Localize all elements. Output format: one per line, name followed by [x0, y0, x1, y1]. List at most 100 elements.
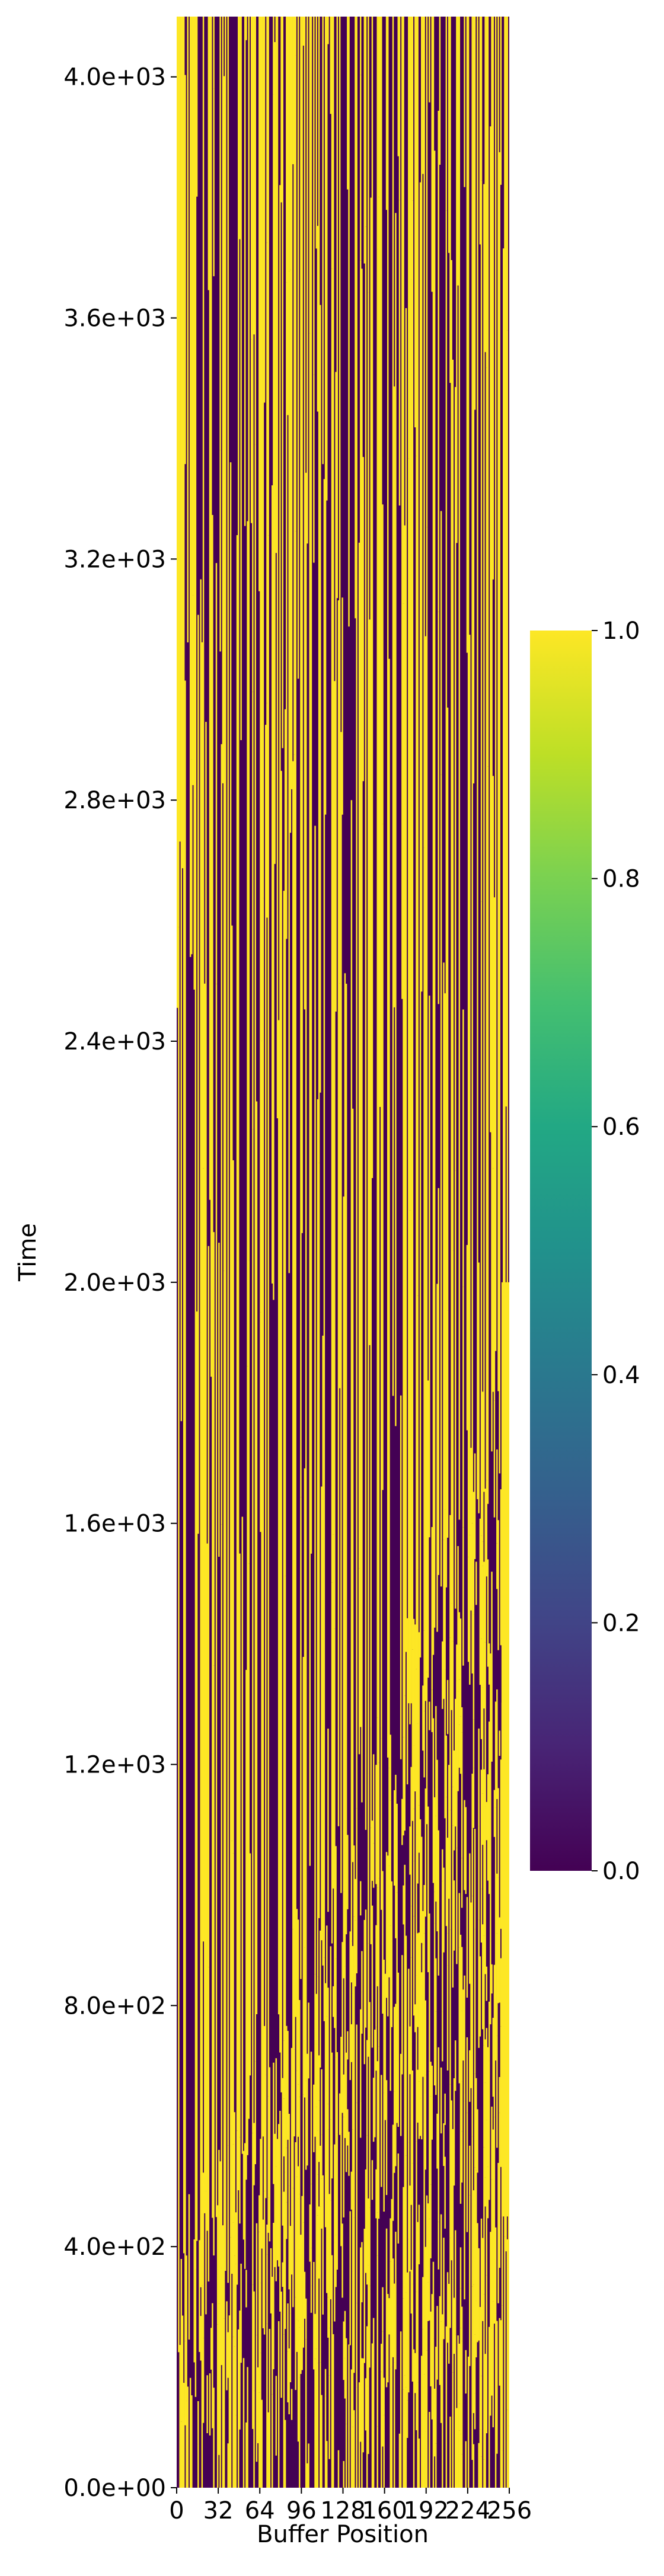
heatmap-cell: [208, 1967, 210, 2281]
heatmap-cell: [418, 2081, 420, 2139]
heatmap-cell: [442, 1641, 443, 1709]
heatmap-cell: [435, 1705, 437, 1816]
heatmap-cell: [337, 600, 340, 1826]
heatmap-cell: [481, 1541, 484, 1566]
heatmap-cell: [496, 2036, 498, 2148]
heatmap-cell: [405, 2155, 407, 2293]
heatmap-cell: [368, 1773, 369, 1944]
heatmap-cell: [467, 305, 470, 1557]
heatmap-cell: [236, 2130, 238, 2285]
heatmap-cell: [344, 1854, 346, 1967]
heatmap-cell: [261, 632, 263, 1041]
heatmap-cell: [491, 1964, 493, 1994]
heatmap-cell: [297, 2199, 299, 2321]
heatmap-cell: [305, 1906, 307, 2081]
heatmap-cell: [370, 197, 372, 1828]
heatmap-cell: [492, 1168, 494, 1392]
heatmap-cell: [184, 75, 186, 465]
heatmap-cell: [302, 1657, 305, 1981]
heatmap-cell: [363, 1919, 366, 2065]
heatmap-cell: [260, 17, 261, 1313]
heatmap-cell: [486, 1966, 488, 2001]
heatmap-cell: [471, 1896, 473, 2040]
heatmap-cell: [491, 2179, 493, 2328]
heatmap-cell: [186, 2401, 187, 2488]
heatmap-cell: [452, 1787, 454, 1826]
heatmap-cell: [298, 2249, 301, 2328]
heatmap-cell: [344, 2358, 346, 2399]
heatmap-cell: [245, 17, 247, 40]
heatmap-cell: [427, 2203, 429, 2283]
heatmap-cell: [403, 17, 404, 604]
heatmap-cell: [385, 2120, 388, 2196]
heatmap-cell: [378, 2046, 380, 2219]
heatmap-cell: [452, 2129, 454, 2280]
heatmap-cell: [307, 17, 308, 544]
heatmap-cell: [347, 2109, 349, 2146]
heatmap-cell: [419, 182, 422, 1657]
heatmap-cell: [488, 2001, 490, 2061]
heatmap-cell: [308, 2443, 309, 2488]
heatmap-cell: [366, 2040, 368, 2136]
heatmap-cell: [298, 2194, 301, 2250]
heatmap-cell: [343, 1892, 344, 1979]
heatmap-cell: [418, 2204, 420, 2264]
heatmap-cell: [348, 17, 350, 627]
heatmap-cell: [232, 2222, 234, 2337]
y-tick-label: 2.8e+03: [63, 787, 166, 814]
heatmap-cell: [289, 2226, 292, 2313]
heatmap-cell: [292, 17, 294, 165]
heatmap-cell: [419, 1988, 422, 2098]
heatmap-cell: [475, 2170, 477, 2301]
heatmap-cell: [322, 17, 324, 465]
heatmap-cell: [449, 2084, 451, 2238]
heatmap-cell: [229, 2146, 232, 2238]
heatmap-cell: [423, 1711, 425, 1778]
heatmap-cell: [429, 1701, 430, 1730]
heatmap-cell: [225, 2225, 226, 2271]
heatmap-cell: [484, 1489, 486, 1643]
heatmap-cell: [500, 2026, 502, 2167]
heatmap-cell: [444, 1509, 446, 1670]
heatmap-cell: [486, 2275, 488, 2434]
heatmap-cell: [341, 597, 343, 815]
heatmap-cell: [431, 2294, 433, 2420]
heatmap-cell: [456, 1644, 458, 1681]
heatmap-cell: [332, 1534, 334, 1889]
heatmap-cell: [252, 2284, 254, 2429]
heatmap-cell: [503, 248, 505, 1416]
heatmap-cell: [200, 2316, 202, 2361]
heatmap-cell: [359, 75, 362, 261]
heatmap-cell: [408, 17, 410, 459]
heatmap-cell: [376, 2255, 378, 2427]
heatmap-cell: [416, 17, 417, 456]
y-tick-label: 0.0e+00: [63, 2475, 166, 2502]
heatmap-cell: [298, 2377, 301, 2488]
heatmap-cell: [199, 2240, 200, 2352]
heatmap-cell: [202, 17, 205, 1169]
heatmap-cell: [314, 825, 316, 1975]
heatmap-cell: [267, 535, 269, 2097]
heatmap-cell: [458, 2430, 461, 2488]
heatmap-cell: [345, 1882, 347, 1935]
heatmap-cell: [457, 1546, 459, 1692]
heatmap-cell: [480, 2218, 483, 2376]
heatmap-cell: [372, 2318, 375, 2488]
heatmap-cell: [422, 1944, 424, 2077]
heatmap-cell: [210, 17, 212, 1377]
heatmap-cell: [500, 1759, 502, 1929]
heatmap-cell: [315, 1993, 317, 2044]
heatmap-cell: [383, 2092, 385, 2212]
heatmap-cell: [263, 2025, 266, 2191]
heatmap-cell: [355, 1879, 356, 1921]
heatmap-cell: [490, 126, 491, 1132]
heatmap-cell: [205, 722, 207, 2191]
heatmap-cell: [413, 2349, 415, 2488]
heatmap-cell: [410, 1957, 412, 2062]
heatmap-cell: [242, 2151, 245, 2240]
heatmap-cell: [213, 17, 215, 89]
heatmap-cell: [289, 2313, 292, 2350]
heatmap-cell: [339, 983, 341, 1388]
y-tick-label: 1.2e+03: [63, 1752, 166, 1779]
heatmap-cell: [471, 984, 473, 1524]
